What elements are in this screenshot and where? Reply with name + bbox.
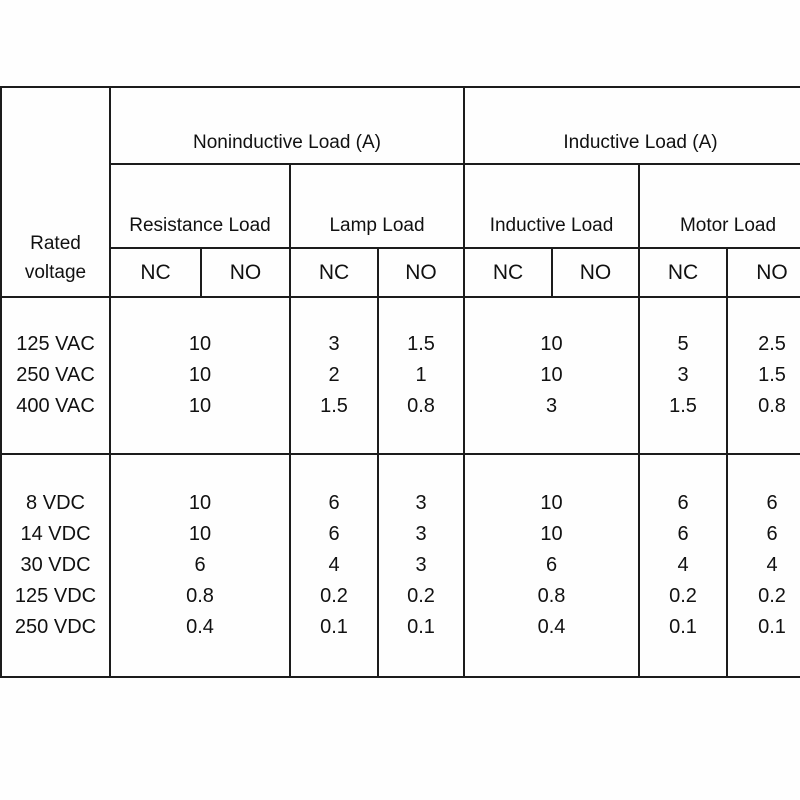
vac-section-row: 125 VAC 250 VAC 400 VAC 10 10 10 3 2 1.5… bbox=[0, 296, 800, 455]
group-header-noninductive-load: Noninductive Load (A) bbox=[109, 86, 465, 165]
load-rating-table: Rated voltage Noninductive Load (A) Indu… bbox=[0, 86, 800, 678]
vdc-lamp-nc-values: 6 6 4 0.2 0.1 bbox=[289, 453, 379, 678]
vdc-motor-no-values: 6 6 4 0.2 0.1 bbox=[725, 453, 800, 678]
vac-motor-nc-values: 5 3 1.5 bbox=[638, 296, 728, 455]
subheader-inductive-load: Inductive Load bbox=[463, 163, 640, 249]
contact-header-motor-nc: NC bbox=[638, 247, 728, 298]
contact-header-row: NC NO NC NO NC NO NC NO bbox=[1, 247, 800, 298]
subheader-motor-load: Motor Load bbox=[637, 163, 800, 249]
contact-header-inductive-nc: NC bbox=[463, 247, 553, 298]
vac-resistance-load-values: 10 10 10 bbox=[109, 296, 291, 455]
vdc-resistance-load-values: 10 10 6 0.8 0.4 bbox=[109, 453, 291, 678]
contact-header-lamp-no: NO bbox=[377, 247, 465, 298]
group-header-inductive-load: Inductive Load (A) bbox=[462, 86, 800, 165]
subheader-lamp-load: Lamp Load bbox=[289, 163, 465, 249]
contact-header-resistance-nc: NC bbox=[109, 247, 202, 298]
vac-inductive-load-values: 10 10 3 bbox=[463, 296, 640, 455]
contact-header-inductive-no: NO bbox=[551, 247, 640, 298]
vac-motor-no-values: 2.5 1.5 0.8 bbox=[725, 296, 800, 455]
vdc-inductive-load-values: 10 10 6 0.8 0.4 bbox=[463, 453, 640, 678]
rated-voltage-header: Rated voltage bbox=[0, 86, 111, 298]
vac-lamp-no-values: 1.5 1 0.8 bbox=[377, 296, 465, 455]
subgroup-header-row: Resistance Load Lamp Load Inductive Load… bbox=[1, 163, 800, 249]
vdc-motor-nc-values: 6 6 4 0.2 0.1 bbox=[638, 453, 728, 678]
subheader-resistance-load: Resistance Load bbox=[109, 163, 291, 249]
contact-header-resistance-no: NO bbox=[200, 247, 291, 298]
group-header-row: Rated voltage Noninductive Load (A) Indu… bbox=[0, 86, 800, 298]
contact-header-motor-no: NO bbox=[725, 247, 800, 298]
vdc-section-row: 8 VDC 14 VDC 30 VDC 125 VDC 250 VDC 10 1… bbox=[0, 453, 800, 678]
vdc-row-labels: 8 VDC 14 VDC 30 VDC 125 VDC 250 VDC bbox=[0, 453, 111, 678]
vac-row-labels: 125 VAC 250 VAC 400 VAC bbox=[0, 296, 111, 455]
vdc-lamp-no-values: 3 3 3 0.2 0.1 bbox=[377, 453, 465, 678]
contact-header-lamp-nc: NC bbox=[289, 247, 379, 298]
vac-lamp-nc-values: 3 2 1.5 bbox=[289, 296, 379, 455]
